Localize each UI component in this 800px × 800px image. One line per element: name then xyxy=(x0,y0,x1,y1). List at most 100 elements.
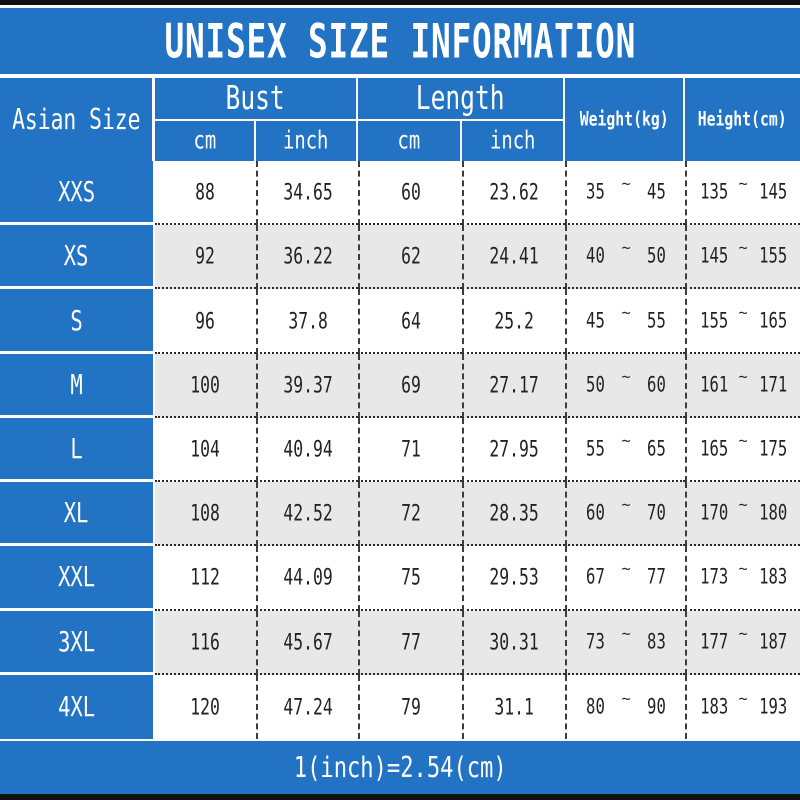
table-row-s: S 96 37.8 64 25.2 45 ~55 155 ~165 xyxy=(0,289,800,354)
value-text: 79 xyxy=(401,693,421,721)
header-bust-label: Bust xyxy=(225,79,286,118)
value-text: 30.31 xyxy=(489,628,540,655)
height-range: 170 ~180 xyxy=(685,482,800,547)
bust-inch-value: 37.8 xyxy=(256,289,358,354)
value-text: 62 xyxy=(401,243,421,270)
value-text: 77 xyxy=(401,628,421,655)
tilde-symbol: ~ xyxy=(621,689,631,708)
length-inch-value: 30.31 xyxy=(462,610,565,675)
value-text: 23.62 xyxy=(489,178,540,206)
bust-cm-value: 96 xyxy=(155,289,256,354)
table-row-3xl: 3XL 116 45.67 77 30.31 73 ~83 177 ~187 xyxy=(0,610,800,675)
value-text: 100 xyxy=(190,371,221,398)
title-banner: UNISEX SIZE INFORMATION xyxy=(0,8,800,74)
tilde-symbol: ~ xyxy=(738,560,749,579)
divider xyxy=(0,739,800,741)
length-cm-value: 79 xyxy=(358,674,462,739)
header-bust-cm: cm xyxy=(155,121,256,161)
table-row-m: M 100 39.37 69 27.17 50 ~60 161 ~171 xyxy=(0,353,800,418)
header-asian-size-label: Asian Size xyxy=(11,103,141,136)
length-cm-value: 62 xyxy=(358,225,462,290)
size-text: L xyxy=(70,432,83,465)
bust-inch-value: 40.94 xyxy=(256,417,358,483)
weight-max: 77 xyxy=(647,565,666,590)
length-inch-value: 31.1 xyxy=(462,674,565,739)
weight-min: 50 xyxy=(586,372,605,397)
weight-max: 65 xyxy=(647,436,666,462)
weight-min: 40 xyxy=(586,244,605,269)
page-title: UNISEX SIZE INFORMATION xyxy=(164,13,636,69)
value-text: 28.35 xyxy=(489,500,540,527)
size-text: 3XL xyxy=(57,625,96,658)
length-inch-value: 23.62 xyxy=(462,161,565,226)
table-row-xl: XL 108 42.52 72 28.35 60 ~70 170 ~180 xyxy=(0,482,800,547)
header-height-label: Height(cm) xyxy=(698,107,787,132)
height-range: 155 ~165 xyxy=(685,289,800,354)
length-cm-value: 71 xyxy=(358,417,462,483)
bust-cm-value: 120 xyxy=(155,674,256,739)
bust-inch-value: 45.67 xyxy=(256,610,358,675)
weight-max: 55 xyxy=(647,308,666,333)
length-cm-value: 72 xyxy=(358,482,462,547)
height-min: 165 xyxy=(700,436,729,462)
header-length-inch-label: inch xyxy=(489,126,536,156)
header-asian-size: Asian Size xyxy=(0,78,155,161)
height-range: 135 ~145 xyxy=(685,161,800,226)
weight-min: 45 xyxy=(586,308,605,333)
length-inch-value: 24.41 xyxy=(462,225,565,290)
tilde-symbol: ~ xyxy=(621,175,631,194)
length-cm-value: 60 xyxy=(358,161,462,226)
size-label: 3XL xyxy=(0,610,155,675)
header-length-group: Length xyxy=(358,78,565,121)
value-text: 60 xyxy=(401,178,421,206)
value-text: 47.24 xyxy=(283,693,333,721)
length-cm-value: 69 xyxy=(358,353,462,418)
length-inch-value: 27.17 xyxy=(462,353,565,418)
weight-range: 35 ~45 xyxy=(565,161,685,226)
height-max: 165 xyxy=(758,308,787,333)
length-inch-value: 28.35 xyxy=(462,482,565,547)
value-text: 31.1 xyxy=(494,693,535,721)
size-label: L xyxy=(0,417,155,483)
size-label: XL xyxy=(0,482,155,547)
table-row-l: L 104 40.94 71 27.95 55 ~65 165 ~175 xyxy=(0,417,800,483)
bust-inch-value: 36.22 xyxy=(256,225,358,290)
header-bust-inch: inch xyxy=(256,121,358,161)
header-bust-inch-label: inch xyxy=(283,126,329,156)
conversion-note-bar: 1(inch)=2.54(cm) xyxy=(0,741,800,794)
bottom-border-bar xyxy=(0,794,800,800)
size-label: XXL xyxy=(0,546,155,611)
size-label: M xyxy=(0,353,155,418)
value-text: 40.94 xyxy=(283,435,333,463)
weight-range: 60 ~70 xyxy=(565,482,685,547)
height-range: 183 ~193 xyxy=(685,674,800,739)
header-bust-cm-label: cm xyxy=(193,126,216,156)
height-max: 180 xyxy=(758,501,787,526)
height-range: 145 ~155 xyxy=(685,225,800,290)
bust-cm-value: 116 xyxy=(155,610,256,675)
size-label: XS xyxy=(0,225,155,290)
table-body: XXS 88 34.65 60 23.62 35 ~45 135 ~145 XS 9… xyxy=(0,161,800,739)
weight-max: 60 xyxy=(647,372,666,397)
height-max: 183 xyxy=(758,565,787,590)
value-text: 27.95 xyxy=(489,435,540,463)
height-min: 155 xyxy=(700,308,729,333)
size-label: XXS xyxy=(0,161,155,226)
value-text: 108 xyxy=(190,500,221,527)
tilde-symbol: ~ xyxy=(738,175,749,194)
height-range: 165 ~175 xyxy=(685,417,800,483)
value-text: 88 xyxy=(195,178,216,206)
length-inch-value: 25.2 xyxy=(462,289,565,354)
bust-cm-value: 92 xyxy=(155,225,256,290)
header-length-label: Length xyxy=(416,79,505,118)
tilde-symbol: ~ xyxy=(738,239,749,258)
weight-range: 73 ~83 xyxy=(565,610,685,675)
height-min: 145 xyxy=(700,244,729,269)
height-max: 175 xyxy=(758,436,787,462)
bust-inch-value: 42.52 xyxy=(256,482,358,547)
bust-cm-value: 112 xyxy=(155,546,256,611)
size-text: XL xyxy=(64,496,89,529)
weight-min: 67 xyxy=(586,565,605,590)
size-label: 4XL xyxy=(0,674,155,739)
weight-min: 55 xyxy=(586,436,605,462)
